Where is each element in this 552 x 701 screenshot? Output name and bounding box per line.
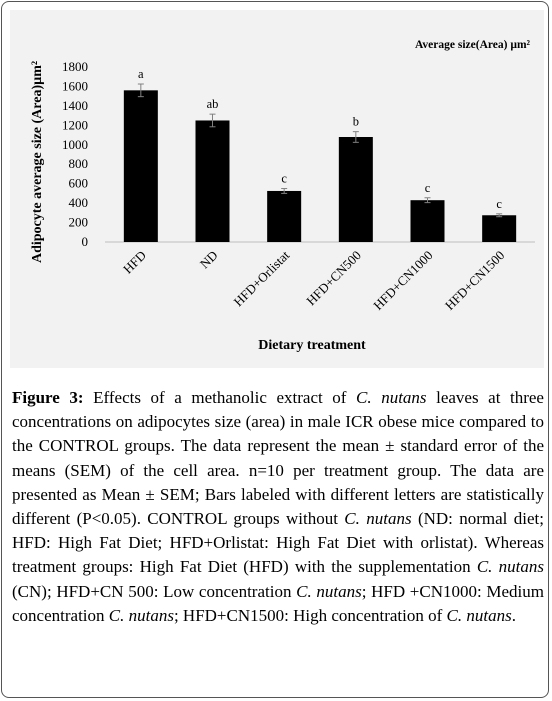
y-tick-label: 200 <box>69 215 89 230</box>
y-tick-label: 1000 <box>62 137 88 152</box>
chart-title: Average size(Area) µm² <box>415 39 531 51</box>
y-tick-label: 600 <box>69 176 89 191</box>
x-tick-label: HFD <box>120 248 149 277</box>
x-tick-label: ND <box>197 248 221 272</box>
caption-text: ; HFD +CN1000: Medium concentration <box>12 581 545 625</box>
caption-species: C. nutans <box>108 605 174 625</box>
caption-text: (ND: normal diet; HFD: High Fat Diet; HF… <box>12 509 544 577</box>
y-tick-label: 800 <box>69 156 89 171</box>
y-tick-label: 1800 <box>62 59 88 74</box>
caption-species: C. nutans <box>356 388 427 407</box>
figure-caption: Figure 3: Effects of a methanolic extrac… <box>12 386 544 628</box>
significance-letter: c <box>281 172 287 186</box>
significance-letter: c <box>425 181 431 195</box>
bar <box>123 90 158 242</box>
caption-text: leaves at three concentrations on adipoc… <box>12 388 544 529</box>
significance-letter: b <box>353 115 359 129</box>
caption-label: Figure 3: <box>12 388 84 407</box>
x-axis-label: Dietary treatment <box>258 338 366 353</box>
caption-species: C. nutans <box>344 509 412 529</box>
bar <box>267 190 302 242</box>
significance-letter: ab <box>207 97 219 111</box>
bar <box>482 215 517 242</box>
x-tick-label: HFD+CN1500 <box>442 248 507 313</box>
y-tick-label: 0 <box>82 234 89 249</box>
caption-text: ; HFD+CN1500: High concentration of <box>173 605 447 625</box>
caption-species: C. nutans <box>296 581 362 601</box>
y-tick-label: 400 <box>69 195 89 210</box>
x-tick-label: HFD+CN1000 <box>370 248 435 313</box>
caption-text: . <box>511 605 516 625</box>
bar <box>338 137 373 242</box>
significance-letter: a <box>138 67 144 81</box>
caption-text: Effects of a methanolic extract of <box>83 388 357 407</box>
caption-species: C. nutans <box>446 605 512 625</box>
significance-letter: c <box>496 197 502 211</box>
caption-species: C. nutans <box>476 557 544 577</box>
y-tick-label: 1600 <box>62 78 88 93</box>
x-tick-label: HFD+Orlistat <box>231 247 293 309</box>
chart-panel: Average size(Area) µm² Adipocyte average… <box>10 10 544 368</box>
caption-text: (CN); HFD+CN 500: Low concentration <box>12 581 297 601</box>
bar <box>195 120 230 242</box>
x-tick-label: HFD+CN500 <box>303 248 364 309</box>
y-axis-label: Adipocyte average size (Area)µm² <box>30 61 45 263</box>
y-tick-label: 1200 <box>62 117 88 132</box>
y-tick-label: 1400 <box>62 98 88 113</box>
bar-chart: Average size(Area) µm² Adipocyte average… <box>30 39 535 353</box>
bar <box>410 200 445 242</box>
